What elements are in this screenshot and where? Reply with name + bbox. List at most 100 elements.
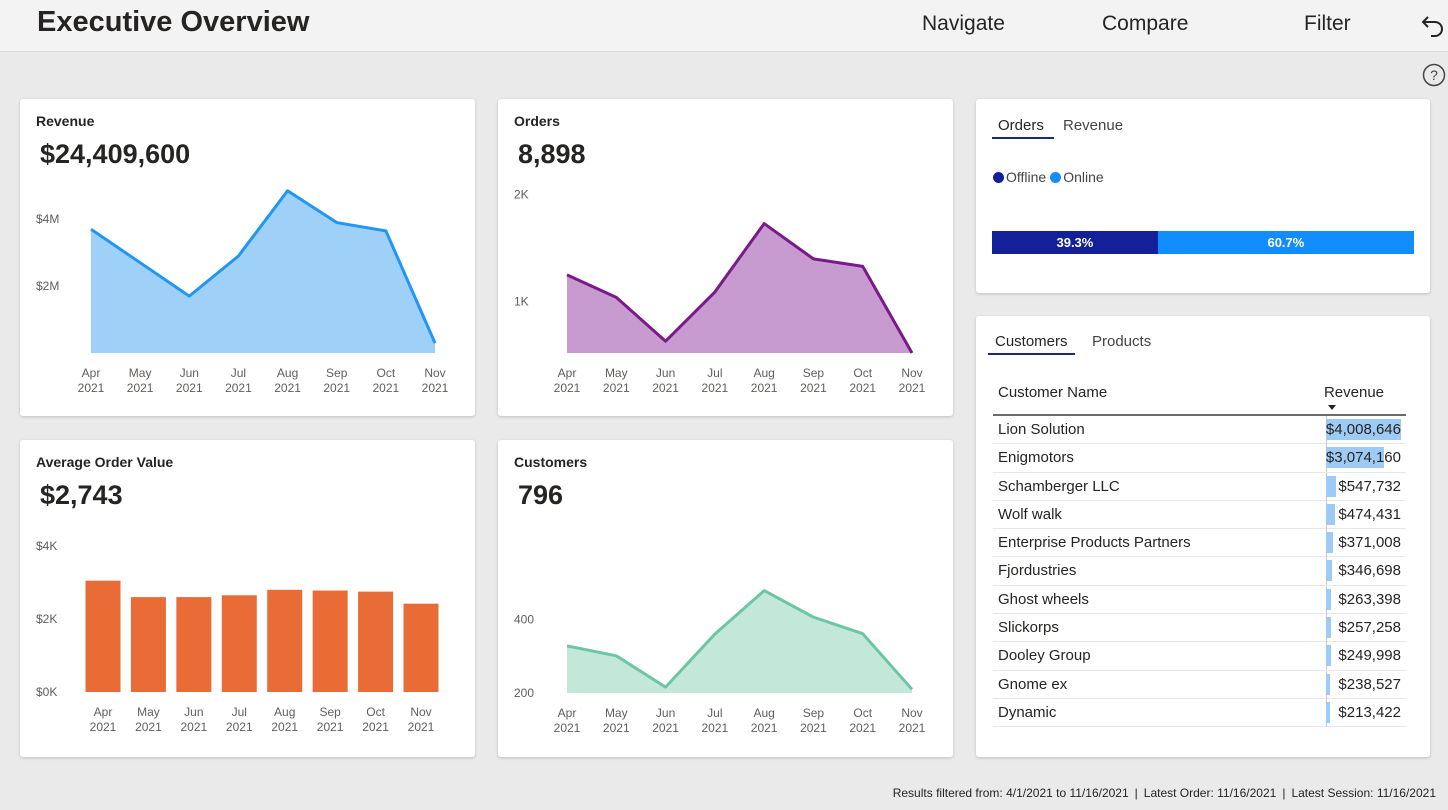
legend-online[interactable]: Online bbox=[1050, 169, 1104, 185]
aov-bar[interactable] bbox=[358, 591, 394, 692]
orders-data-point[interactable] bbox=[709, 286, 721, 298]
tab-customers[interactable]: Customers bbox=[995, 333, 1068, 350]
revenue-data-point[interactable] bbox=[85, 223, 97, 235]
status-footer: Results filtered from: 4/1/2021 to 11/16… bbox=[893, 786, 1436, 800]
aov-bar[interactable] bbox=[85, 580, 121, 692]
aov-bar[interactable] bbox=[130, 597, 166, 692]
aov-x-tick-year: 2021 bbox=[317, 720, 344, 734]
customers-data-point[interactable] bbox=[660, 681, 672, 693]
revenue-x-tick-month: Aug bbox=[277, 366, 298, 380]
revenue-data-point[interactable] bbox=[282, 185, 294, 197]
orders-data-point[interactable] bbox=[906, 347, 918, 359]
customers-x-tick-month: Jul bbox=[707, 706, 722, 720]
table-row[interactable]: Ghost wheels $263,398 bbox=[993, 585, 1406, 615]
table-row[interactable]: Fjordustries $346,698 bbox=[993, 557, 1406, 586]
filter-button[interactable]: Filter bbox=[1304, 12, 1351, 35]
orders-x-tick-month: Sep bbox=[803, 366, 825, 380]
table-header: Customer Name Revenue bbox=[993, 374, 1406, 416]
revenue-value-cell: $4,008,646 bbox=[1325, 421, 1401, 438]
online-dot-icon bbox=[1050, 171, 1062, 183]
orders-series-line bbox=[566, 222, 914, 354]
customer-name-cell: Dooley Group bbox=[998, 647, 1091, 665]
compare-button[interactable]: Compare bbox=[1102, 12, 1189, 35]
customers-x-tick-year: 2021 bbox=[554, 721, 581, 735]
aov-bar[interactable] bbox=[221, 595, 257, 692]
aov-x-tick-month: Apr bbox=[94, 705, 113, 719]
table-row[interactable]: Lion Solution $4,008,646 bbox=[993, 416, 1406, 445]
table-row[interactable]: Wolf walk $474,431 bbox=[993, 500, 1406, 530]
customers-data-point[interactable] bbox=[807, 611, 819, 623]
column-customer-name[interactable]: Customer Name bbox=[998, 384, 1108, 401]
orders-x-tick-year: 2021 bbox=[554, 381, 581, 395]
aov-bar[interactable] bbox=[312, 590, 348, 692]
offline-bar-segment[interactable]: 39.3% bbox=[992, 231, 1158, 254]
online-bar-segment[interactable]: 60.7% bbox=[1157, 231, 1414, 254]
revenue-value-cell: $547,732 bbox=[1338, 477, 1401, 495]
legend-offline[interactable]: Offline bbox=[993, 169, 1046, 185]
revenue-value-cell: $263,398 bbox=[1338, 590, 1401, 608]
revenue-data-point[interactable] bbox=[380, 225, 392, 237]
revenue-data-point[interactable] bbox=[134, 257, 146, 269]
footer-separator: | bbox=[1282, 786, 1286, 800]
orders-title: Orders bbox=[514, 113, 560, 129]
revenue-data-point[interactable] bbox=[429, 337, 441, 349]
aov-bar[interactable] bbox=[176, 597, 212, 692]
revenue-chart: $2M$4MApr2021May2021Jun2021Jul2021Aug202… bbox=[36, 185, 449, 395]
orders-data-point[interactable] bbox=[561, 269, 573, 281]
orders-area bbox=[567, 223, 912, 353]
customers-title: Customers bbox=[514, 454, 588, 470]
customers-data-point[interactable] bbox=[758, 585, 770, 597]
aov-x-tick-year: 2021 bbox=[226, 720, 253, 734]
channel-legend: Offline Online bbox=[993, 169, 1108, 185]
revenue-value-cell: $346,698 bbox=[1338, 562, 1401, 580]
customers-data-point[interactable] bbox=[561, 640, 573, 652]
navigate-button[interactable]: Navigate bbox=[922, 12, 1005, 35]
orders-x-tick-year: 2021 bbox=[751, 381, 778, 395]
orders-data-point[interactable] bbox=[610, 291, 622, 303]
customers-data-point[interactable] bbox=[906, 683, 918, 695]
customer-name-cell: Fjordustries bbox=[998, 562, 1077, 580]
customers-x-tick-month: Aug bbox=[753, 706, 774, 720]
customers-x-tick-month: May bbox=[605, 706, 628, 720]
table-row[interactable]: Slickorps $257,258 bbox=[993, 614, 1406, 643]
tab-orders[interactable]: Orders bbox=[998, 117, 1044, 134]
column-revenue[interactable]: Revenue bbox=[1323, 384, 1384, 401]
aov-x-tick-year: 2021 bbox=[90, 720, 117, 734]
tab-products[interactable]: Products bbox=[1092, 333, 1152, 350]
orders-data-point[interactable] bbox=[807, 253, 819, 265]
table-row[interactable]: Schamberger LLC $547,732 bbox=[993, 472, 1406, 501]
revenue-data-bar bbox=[1326, 419, 1401, 440]
orders-data-point[interactable] bbox=[857, 260, 869, 272]
revenue-data-point[interactable] bbox=[183, 290, 195, 302]
orders-data-point[interactable] bbox=[758, 218, 770, 230]
revenue-data-bar bbox=[1326, 560, 1333, 582]
aov-bar[interactable] bbox=[403, 603, 439, 692]
table-row[interactable]: Dynamic $213,422 bbox=[993, 698, 1406, 728]
revenue-x-tick-year: 2021 bbox=[127, 381, 154, 395]
tab-revenue[interactable]: Revenue bbox=[1063, 117, 1124, 134]
aov-y-tick-label: $4K bbox=[36, 539, 57, 553]
revenue-y-tick-label: $4M bbox=[36, 212, 59, 226]
undo-icon[interactable] bbox=[1420, 12, 1446, 38]
revenue-x-tick-month: Nov bbox=[424, 366, 445, 380]
orders-x-tick-year: 2021 bbox=[702, 381, 729, 395]
customers-data-point[interactable] bbox=[857, 628, 869, 640]
customers-x-tick-month: Oct bbox=[853, 706, 872, 720]
orders-x-tick-month: Jul bbox=[707, 366, 722, 380]
table-row[interactable]: Enterprise Products Partners $371,008 bbox=[993, 529, 1406, 558]
customers-data-point[interactable] bbox=[709, 628, 721, 640]
aov-bar[interactable] bbox=[267, 589, 303, 692]
table-row[interactable]: Gnome ex $238,527 bbox=[993, 670, 1406, 699]
aov-x-tick-month: Sep bbox=[319, 705, 341, 719]
customers-series-line bbox=[566, 589, 914, 691]
orders-data-point[interactable] bbox=[660, 335, 672, 347]
revenue-data-point[interactable] bbox=[331, 217, 343, 229]
help-icon[interactable]: ? bbox=[1422, 63, 1446, 87]
table-row[interactable]: Dooley Group $249,998 bbox=[993, 642, 1406, 671]
table-row[interactable]: Enigmotors $3,074,160 bbox=[993, 444, 1406, 473]
revenue-x-tick-month: Apr bbox=[82, 366, 101, 380]
customers-data-point[interactable] bbox=[610, 650, 622, 662]
revenue-data-point[interactable] bbox=[232, 250, 244, 262]
customers-x-tick-year: 2021 bbox=[849, 721, 876, 735]
revenue-kpi: $24,409,600 bbox=[40, 139, 191, 169]
